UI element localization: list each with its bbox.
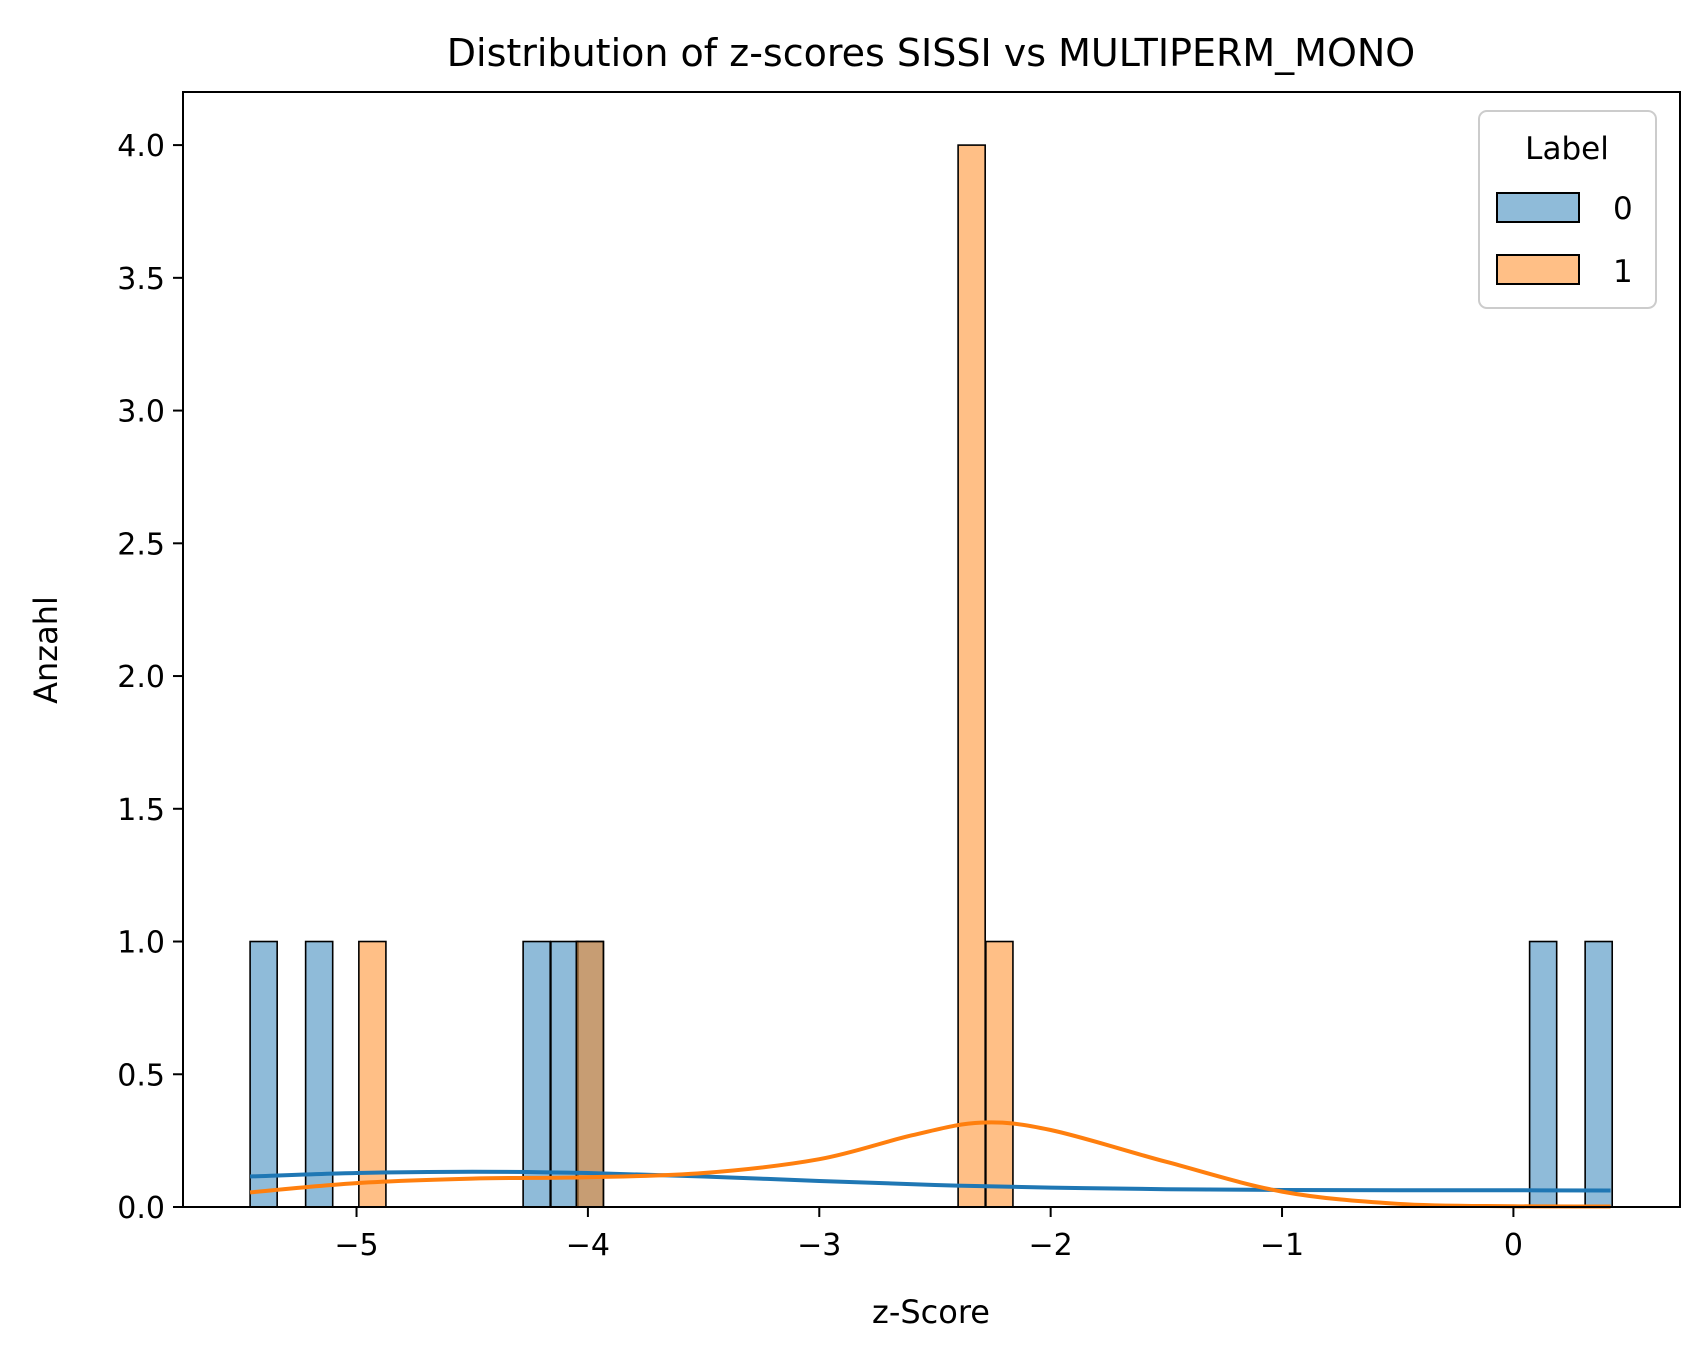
y-tick-label: 1.5 xyxy=(117,793,165,828)
bar-series-0-2 xyxy=(522,940,551,1208)
y-tick-label: 1.0 xyxy=(117,926,165,961)
bar-series-0-3 xyxy=(550,940,579,1208)
bar-series-1-2 xyxy=(957,144,986,1208)
x-tick-label: −4 xyxy=(566,1228,610,1263)
x-tick-label: 0 xyxy=(1504,1228,1523,1263)
legend-swatch-0 xyxy=(1496,192,1580,223)
y-axis-label: Anzahl xyxy=(27,596,65,704)
kde-line-series-0 xyxy=(250,1169,1611,1193)
bar-series-0-0 xyxy=(249,940,278,1208)
y-tick-label: 3.0 xyxy=(117,395,165,430)
chart-title: Distribution of z-scores SISSI vs MULTIP… xyxy=(447,31,1415,75)
bar-series-1-0 xyxy=(358,940,387,1208)
y-tick-label: 3.5 xyxy=(117,262,165,297)
y-tick-label: 0.0 xyxy=(117,1191,165,1226)
y-tick-label: 4.0 xyxy=(117,129,165,164)
legend: Label 0 1 xyxy=(1478,110,1657,309)
x-tick-label: −3 xyxy=(797,1228,841,1263)
plot-background xyxy=(183,92,1680,1207)
bar-series-1-1 xyxy=(575,940,605,1208)
bar-series-0-6 xyxy=(1584,940,1614,1208)
y-tick-label: 2.0 xyxy=(117,660,165,695)
bar-series-0-1 xyxy=(304,940,334,1208)
x-tick-label: −5 xyxy=(334,1228,378,1263)
bar-series-1-3 xyxy=(985,940,1014,1208)
legend-swatch-1 xyxy=(1496,254,1580,285)
kde-layer xyxy=(249,1120,1611,1209)
legend-title: Label xyxy=(1525,131,1609,167)
y-tick-label: 2.5 xyxy=(117,527,165,562)
x-tick-label: −1 xyxy=(1260,1228,1304,1263)
bars-layer xyxy=(249,144,1614,1208)
x-tick-label: −2 xyxy=(1029,1228,1073,1263)
x-axis-label: z-Score xyxy=(872,1293,990,1331)
x-axis: −5 −4 −3 −2 −1 0 xyxy=(334,1207,1523,1263)
y-axis: 0.0 0.5 1.0 1.5 2.0 2.5 3.0 3.5 4.0 xyxy=(117,129,183,1226)
bar-series-0-5 xyxy=(1528,940,1558,1208)
legend-label-0: 0 xyxy=(1613,191,1633,227)
legend-label-1: 1 xyxy=(1613,254,1633,290)
y-tick-label: 0.5 xyxy=(117,1058,165,1093)
kde-line-series-1 xyxy=(249,1120,1611,1209)
plot-frame xyxy=(182,91,1681,1208)
